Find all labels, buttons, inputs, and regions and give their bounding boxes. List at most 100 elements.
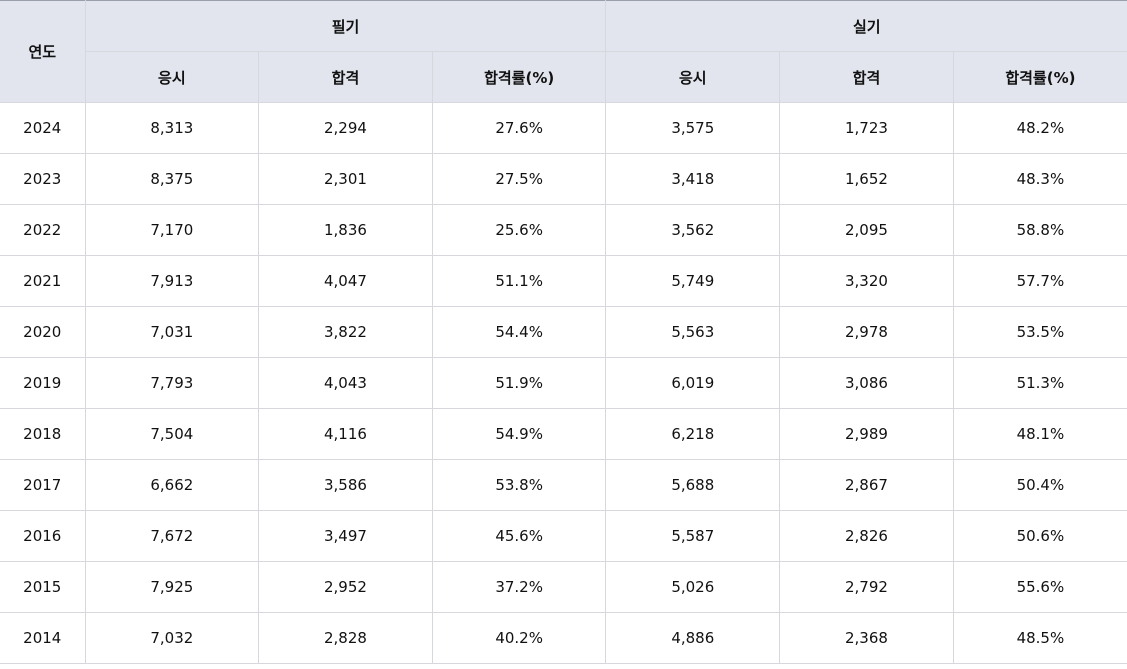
written-applicants-cell: 7,032	[84, 612, 260, 664]
practical-applicants-cell: 5,587	[605, 510, 781, 562]
practical-pass-rate-cell: 51.3%	[952, 357, 1127, 409]
header-practical-applicants: 응시	[605, 51, 781, 103]
practical-passed-cell: 3,086	[779, 357, 954, 409]
written-passed-cell: 2,952	[258, 561, 433, 613]
written-applicants-cell: 7,504	[84, 408, 260, 460]
practical-passed-cell: 2,989	[779, 408, 954, 460]
table-row: 2021 7,913 4,047 51.1% 5,749 3,320 57.7%	[0, 255, 1127, 307]
practical-applicants-cell: 5,688	[605, 459, 781, 511]
practical-applicants-cell: 5,026	[605, 561, 781, 613]
written-pass-rate-cell: 54.9%	[431, 408, 607, 460]
practical-applicants-cell: 3,562	[605, 204, 781, 256]
written-pass-rate-cell: 51.9%	[431, 357, 607, 409]
practical-applicants-cell: 3,418	[605, 153, 781, 205]
practical-pass-rate-cell: 48.2%	[952, 102, 1127, 154]
year-cell: 2015	[0, 561, 86, 613]
written-pass-rate-cell: 27.6%	[431, 102, 607, 154]
written-passed-cell: 2,301	[258, 153, 433, 205]
practical-applicants-cell: 4,886	[605, 612, 781, 664]
written-passed-cell: 3,822	[258, 306, 433, 358]
practical-passed-cell: 2,867	[779, 459, 954, 511]
written-passed-cell: 2,828	[258, 612, 433, 664]
practical-pass-rate-cell: 53.5%	[952, 306, 1127, 358]
practical-passed-cell: 2,368	[779, 612, 954, 664]
header-written: 필기	[84, 0, 607, 52]
practical-pass-rate-cell: 48.1%	[952, 408, 1127, 460]
header-year: 연도	[0, 0, 86, 103]
written-pass-rate-cell: 53.8%	[431, 459, 607, 511]
table-row: 2016 7,672 3,497 45.6% 5,587 2,826 50.6%	[0, 510, 1127, 562]
written-passed-cell: 1,836	[258, 204, 433, 256]
written-applicants-cell: 7,170	[84, 204, 260, 256]
written-applicants-cell: 7,672	[84, 510, 260, 562]
written-pass-rate-cell: 45.6%	[431, 510, 607, 562]
practical-applicants-cell: 3,575	[605, 102, 781, 154]
practical-pass-rate-cell: 48.5%	[952, 612, 1127, 664]
written-applicants-cell: 8,313	[84, 102, 260, 154]
written-applicants-cell: 8,375	[84, 153, 260, 205]
table-row: 2018 7,504 4,116 54.9% 6,218 2,989 48.1%	[0, 408, 1127, 460]
year-cell: 2021	[0, 255, 86, 307]
header-practical: 실기	[605, 0, 1127, 52]
written-passed-cell: 4,116	[258, 408, 433, 460]
written-passed-cell: 2,294	[258, 102, 433, 154]
header-written-passed: 합격	[258, 51, 433, 103]
table-row: 2023 8,375 2,301 27.5% 3,418 1,652 48.3%	[0, 153, 1127, 205]
written-pass-rate-cell: 40.2%	[431, 612, 607, 664]
practical-passed-cell: 2,095	[779, 204, 954, 256]
header-written-pass-rate: 합격률(%)	[431, 51, 607, 103]
practical-passed-cell: 2,826	[779, 510, 954, 562]
header-practical-passed: 합격	[779, 51, 954, 103]
header-row-sub: 응시 합격 합격률(%) 응시 합격 합격률(%)	[0, 51, 1127, 103]
table-row: 2014 7,032 2,828 40.2% 4,886 2,368 48.5%	[0, 612, 1127, 664]
practical-passed-cell: 2,978	[779, 306, 954, 358]
year-cell: 2020	[0, 306, 86, 358]
practical-passed-cell: 2,792	[779, 561, 954, 613]
written-pass-rate-cell: 37.2%	[431, 561, 607, 613]
header-written-applicants: 응시	[85, 51, 260, 103]
written-applicants-cell: 7,031	[84, 306, 260, 358]
written-pass-rate-cell: 51.1%	[431, 255, 607, 307]
practical-pass-rate-cell: 50.4%	[952, 459, 1127, 511]
practical-applicants-cell: 6,019	[605, 357, 781, 409]
table-row: 2022 7,170 1,836 25.6% 3,562 2,095 58.8%	[0, 204, 1127, 256]
practical-applicants-cell: 5,749	[605, 255, 781, 307]
written-pass-rate-cell: 25.6%	[431, 204, 607, 256]
year-cell: 2019	[0, 357, 86, 409]
practical-passed-cell: 3,320	[779, 255, 954, 307]
table-row: 2019 7,793 4,043 51.9% 6,019 3,086 51.3%	[0, 357, 1127, 409]
practical-pass-rate-cell: 58.8%	[952, 204, 1127, 256]
year-cell: 2016	[0, 510, 86, 562]
practical-passed-cell: 1,723	[779, 102, 954, 154]
written-passed-cell: 4,043	[258, 357, 433, 409]
table-row: 2017 6,662 3,586 53.8% 5,688 2,867 50.4%	[0, 459, 1127, 511]
year-cell: 2017	[0, 459, 86, 511]
practical-passed-cell: 1,652	[779, 153, 954, 205]
written-applicants-cell: 6,662	[84, 459, 260, 511]
practical-applicants-cell: 6,218	[605, 408, 781, 460]
table-row: 2020 7,031 3,822 54.4% 5,563 2,978 53.5%	[0, 306, 1127, 358]
written-passed-cell: 3,497	[258, 510, 433, 562]
year-cell: 2014	[0, 612, 86, 664]
table-row: 2024 8,313 2,294 27.6% 3,575 1,723 48.2%	[0, 102, 1127, 154]
year-cell: 2018	[0, 408, 86, 460]
year-cell: 2023	[0, 153, 86, 205]
written-applicants-cell: 7,913	[84, 255, 260, 307]
written-passed-cell: 4,047	[258, 255, 433, 307]
table-body: 2024 8,313 2,294 27.6% 3,575 1,723 48.2% 2023 8,…	[0, 102, 1127, 664]
practical-pass-rate-cell: 57.7%	[952, 255, 1127, 307]
header-row-group: 연도 필기 실기	[0, 0, 1127, 103]
written-pass-rate-cell: 27.5%	[431, 153, 607, 205]
practical-pass-rate-cell: 50.6%	[952, 510, 1127, 562]
written-applicants-cell: 7,793	[84, 357, 260, 409]
written-passed-cell: 3,586	[258, 459, 433, 511]
table-row: 2015 7,925 2,952 37.2% 5,026 2,792 55.6%	[0, 561, 1127, 613]
year-cell: 2024	[0, 102, 86, 154]
practical-applicants-cell: 5,563	[605, 306, 781, 358]
written-applicants-cell: 7,925	[84, 561, 260, 613]
header-practical-pass-rate: 합격률(%)	[952, 51, 1127, 103]
written-pass-rate-cell: 54.4%	[431, 306, 607, 358]
practical-pass-rate-cell: 55.6%	[952, 561, 1127, 613]
year-cell: 2022	[0, 204, 86, 256]
